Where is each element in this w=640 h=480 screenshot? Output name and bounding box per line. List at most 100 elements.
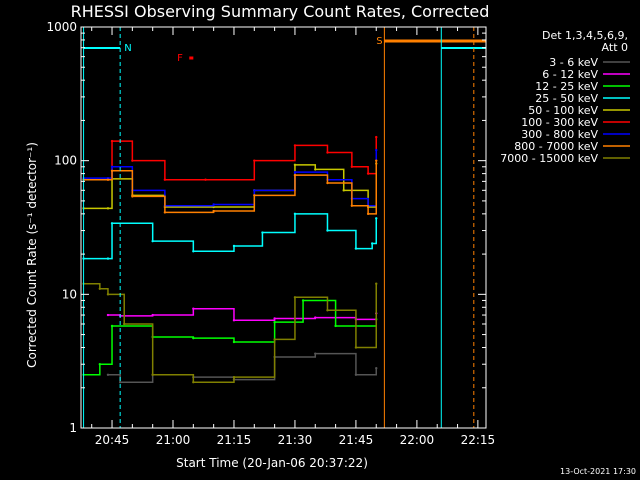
series-point bbox=[370, 242, 374, 245]
series-point bbox=[131, 159, 134, 162]
series-point bbox=[342, 189, 345, 192]
y-tick-label: 10 bbox=[62, 287, 77, 301]
series-point bbox=[192, 381, 195, 384]
series-point bbox=[151, 373, 154, 377]
legend-label: 100 - 300 keV bbox=[521, 116, 598, 129]
series-point bbox=[354, 373, 358, 377]
night-flag-label: N bbox=[124, 43, 131, 54]
series-point bbox=[232, 319, 236, 322]
series-point bbox=[151, 313, 154, 317]
series-layer bbox=[82, 135, 378, 384]
series-point bbox=[212, 203, 215, 206]
series-point bbox=[151, 239, 154, 243]
series-point bbox=[375, 159, 378, 162]
series-point bbox=[106, 178, 110, 181]
series-point bbox=[326, 181, 329, 185]
legend-label: 800 - 7000 keV bbox=[514, 140, 598, 153]
series-point bbox=[118, 381, 122, 384]
series-point bbox=[98, 363, 102, 366]
series-point bbox=[375, 135, 378, 139]
series-point bbox=[293, 170, 297, 174]
series-point bbox=[350, 204, 354, 207]
series-point bbox=[106, 293, 110, 296]
legend-header-line-2: Att 0 bbox=[602, 41, 628, 54]
y-tick-label: 1000 bbox=[46, 20, 77, 34]
series-point bbox=[106, 373, 110, 377]
series-point bbox=[261, 231, 264, 234]
legend-label: 12 - 25 keV bbox=[535, 80, 598, 93]
series-point bbox=[314, 352, 317, 355]
series-point bbox=[106, 207, 110, 210]
series-point bbox=[326, 309, 329, 312]
series-point bbox=[110, 324, 114, 328]
legend-label: 300 - 800 keV bbox=[521, 128, 598, 141]
series-point bbox=[326, 229, 329, 232]
series-line-8 bbox=[83, 282, 377, 383]
x-tick-label: 21:45 bbox=[339, 433, 374, 447]
axes: 1 10 100 1000 20:45 21:00 21:15 21:30 21:45 22:00… bbox=[46, 20, 495, 447]
series-point bbox=[375, 217, 378, 220]
series-line-3 bbox=[83, 213, 377, 260]
x-tick-label: 22:15 bbox=[461, 433, 496, 447]
series-point bbox=[106, 313, 110, 317]
flag-layer: N F S bbox=[83, 27, 486, 428]
x-axis-label: Start Time (20-Jan-06 20:37:22) bbox=[176, 456, 368, 470]
series-point bbox=[293, 173, 297, 177]
x-tick-label: 21:30 bbox=[278, 433, 313, 447]
flare-flag-label: F bbox=[177, 53, 183, 64]
legend-label: 6 - 12 keV bbox=[542, 68, 598, 81]
series-point bbox=[253, 159, 256, 162]
series-point bbox=[163, 211, 167, 214]
series-point bbox=[293, 212, 297, 216]
series-point bbox=[375, 367, 378, 370]
series-point bbox=[375, 282, 378, 285]
series-point bbox=[301, 299, 305, 302]
series-point bbox=[192, 336, 195, 340]
series-point bbox=[110, 165, 114, 168]
series-point bbox=[350, 165, 354, 168]
series-line-7 bbox=[83, 160, 377, 215]
series-point bbox=[232, 340, 236, 344]
x-tick-label: 22:00 bbox=[400, 433, 435, 447]
series-point bbox=[354, 346, 358, 349]
series-point bbox=[110, 169, 114, 172]
legend-label: 50 - 100 keV bbox=[528, 104, 598, 117]
series-point bbox=[293, 144, 297, 147]
y-tick-label: 1 bbox=[69, 421, 77, 435]
series-point bbox=[163, 178, 167, 181]
series-point bbox=[232, 244, 236, 248]
legend-label: 3 - 6 keV bbox=[549, 56, 598, 69]
series-point bbox=[106, 257, 110, 260]
series-point bbox=[253, 189, 256, 192]
series-point bbox=[326, 151, 329, 154]
series-point bbox=[293, 296, 297, 299]
x-tick-label: 20:45 bbox=[95, 433, 130, 447]
series-line-2 bbox=[83, 299, 377, 376]
series-point bbox=[232, 375, 236, 379]
series-point bbox=[293, 163, 297, 167]
series-point bbox=[192, 250, 195, 253]
legend-label: 7000 - 15000 keV bbox=[500, 152, 598, 165]
series-point bbox=[253, 194, 256, 197]
series-point bbox=[273, 317, 276, 320]
series-point bbox=[366, 212, 370, 216]
series-point bbox=[273, 338, 276, 341]
saa-flag-label: S bbox=[376, 36, 382, 47]
series-point bbox=[110, 139, 114, 143]
x-tick-label: 21:00 bbox=[156, 433, 191, 447]
series-point bbox=[131, 195, 134, 198]
series-point bbox=[334, 324, 337, 328]
series-point bbox=[110, 222, 114, 225]
chart-title: RHESSI Observing Summary Count Rates, Co… bbox=[71, 2, 490, 21]
legend-label: 25 - 50 keV bbox=[535, 92, 598, 105]
footer-date: 13-Oct-2021 17:30 bbox=[560, 467, 636, 476]
series-point bbox=[212, 209, 215, 213]
series-point bbox=[354, 247, 358, 250]
series-point bbox=[192, 307, 195, 310]
y-tick-label: 100 bbox=[54, 154, 77, 168]
x-tick-label: 21:15 bbox=[217, 433, 252, 447]
series-point bbox=[98, 287, 102, 291]
series-point bbox=[204, 178, 207, 181]
